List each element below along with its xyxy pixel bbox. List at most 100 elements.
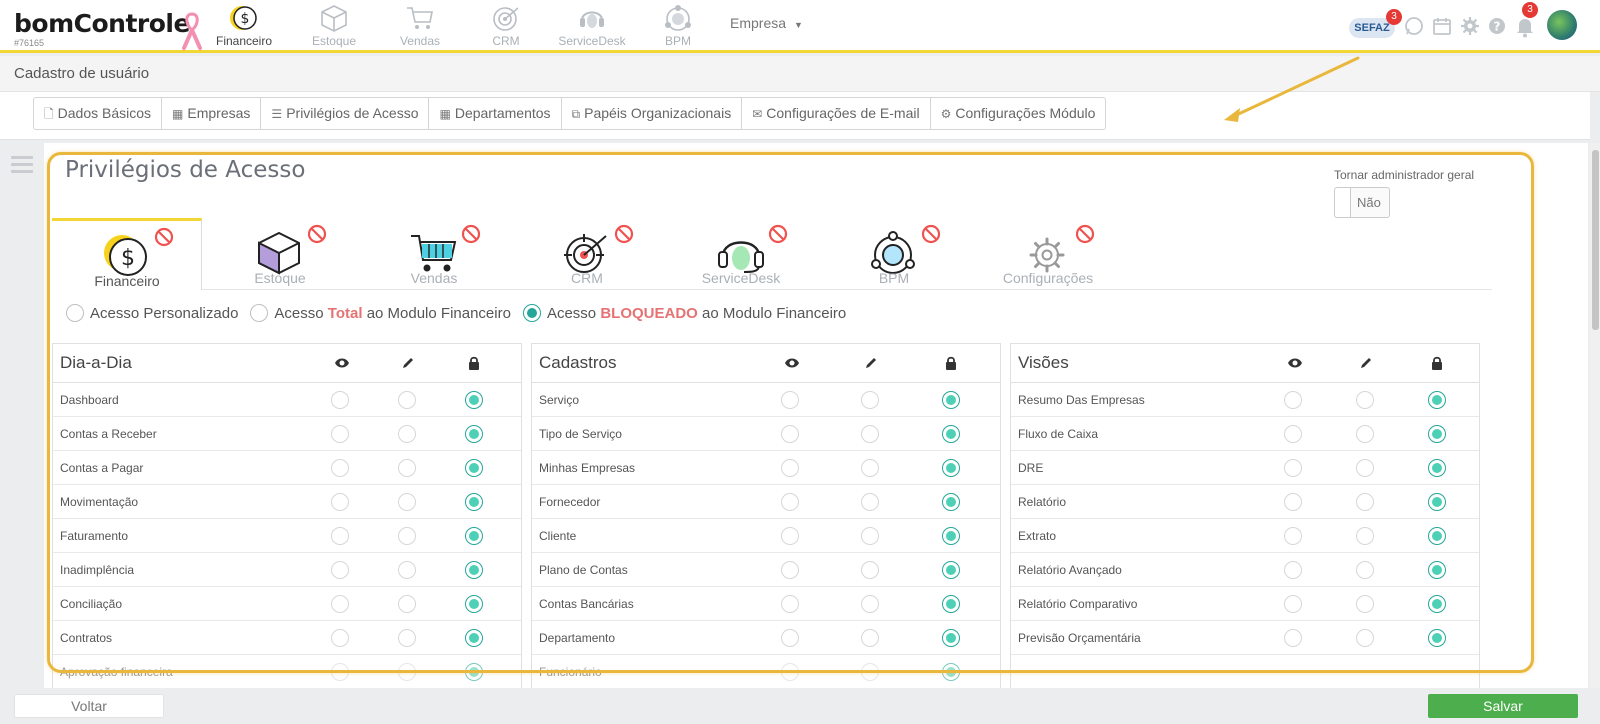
module-tab-estoque[interactable]: Estoque [205, 218, 355, 290]
edit-permission-radio[interactable] [861, 527, 879, 545]
radio-button[interactable] [66, 304, 84, 322]
edit-permission-radio[interactable] [1356, 595, 1374, 613]
edit-permission-radio[interactable] [398, 493, 416, 511]
view-permission-radio[interactable] [331, 459, 349, 477]
edit-permission-radio[interactable] [1356, 561, 1374, 579]
whatsapp-icon[interactable] [1404, 16, 1424, 36]
tab-papeis-organizacionais[interactable]: ⧉ Papéis Organizacionais [562, 98, 743, 129]
block-permission-radio[interactable] [942, 459, 960, 477]
access-total-option[interactable]: Acesso Total ao Modulo Financeiro [250, 304, 511, 322]
edit-permission-radio[interactable] [398, 425, 416, 443]
view-permission-radio[interactable] [331, 663, 349, 681]
view-permission-radio[interactable] [1284, 459, 1302, 477]
module-bpm[interactable]: BPM [636, 4, 720, 48]
edit-permission-radio[interactable] [861, 561, 879, 579]
block-permission-radio[interactable] [1428, 561, 1446, 579]
block-permission-radio[interactable] [942, 663, 960, 681]
view-permission-radio[interactable] [781, 459, 799, 477]
scrollbar-thumb[interactable] [1592, 150, 1599, 330]
module-tab-bpm[interactable]: BPM [819, 218, 969, 290]
block-permission-radio[interactable] [1428, 425, 1446, 443]
view-permission-radio[interactable] [331, 391, 349, 409]
calendar-icon[interactable] [1432, 16, 1452, 36]
block-permission-radio[interactable] [1428, 391, 1446, 409]
module-servicedesk[interactable]: ServiceDesk [550, 4, 634, 48]
help-icon[interactable]: ? [1487, 16, 1507, 36]
block-permission-radio[interactable] [1428, 629, 1446, 647]
block-permission-radio[interactable] [1428, 527, 1446, 545]
block-permission-radio[interactable] [465, 663, 483, 681]
edit-permission-radio[interactable] [398, 663, 416, 681]
tab-configuracoes-email[interactable]: ✉ Configurações de E-mail [742, 98, 931, 129]
view-permission-radio[interactable] [781, 425, 799, 443]
edit-permission-radio[interactable] [1356, 425, 1374, 443]
module-estoque[interactable]: Estoque [292, 4, 376, 48]
edit-permission-radio[interactable] [1356, 459, 1374, 477]
module-financeiro[interactable]: $ Financeiro [202, 4, 286, 48]
user-avatar[interactable] [1547, 10, 1577, 40]
tab-dados-basicos[interactable]: 🗋 Dados Básicos [34, 98, 163, 129]
edit-permission-radio[interactable] [861, 629, 879, 647]
access-personalizado-option[interactable]: Acesso Personalizado [66, 304, 238, 322]
edit-permission-radio[interactable] [1356, 391, 1374, 409]
block-permission-radio[interactable] [465, 527, 483, 545]
block-permission-radio[interactable] [1428, 493, 1446, 511]
block-permission-radio[interactable] [942, 527, 960, 545]
edit-permission-radio[interactable] [861, 391, 879, 409]
module-vendas[interactable]: Vendas [378, 4, 462, 48]
module-tab-financeiro[interactable]: $ Financeiro [52, 218, 202, 290]
view-permission-radio[interactable] [781, 629, 799, 647]
edit-permission-radio[interactable] [861, 595, 879, 613]
block-permission-radio[interactable] [942, 493, 960, 511]
back-button[interactable]: Voltar [14, 694, 164, 718]
block-permission-radio[interactable] [942, 391, 960, 409]
edit-permission-radio[interactable] [861, 425, 879, 443]
view-permission-radio[interactable] [331, 493, 349, 511]
module-tab-vendas[interactable]: Vendas [359, 218, 509, 290]
view-permission-radio[interactable] [1284, 493, 1302, 511]
view-permission-radio[interactable] [1284, 629, 1302, 647]
edit-permission-radio[interactable] [861, 459, 879, 477]
block-permission-radio[interactable] [465, 425, 483, 443]
view-permission-radio[interactable] [781, 493, 799, 511]
view-permission-radio[interactable] [331, 629, 349, 647]
tab-departamentos[interactable]: ▦ Departamentos [429, 98, 562, 129]
view-permission-radio[interactable] [1284, 391, 1302, 409]
module-crm[interactable]: CRM [464, 4, 548, 48]
radio-button[interactable] [250, 304, 269, 322]
block-permission-radio[interactable] [1428, 595, 1446, 613]
admin-toggle[interactable]: Não [1334, 187, 1390, 218]
view-permission-radio[interactable] [1284, 595, 1302, 613]
block-permission-radio[interactable] [465, 493, 483, 511]
view-permission-radio[interactable] [331, 595, 349, 613]
edit-permission-radio[interactable] [398, 629, 416, 647]
view-permission-radio[interactable] [331, 527, 349, 545]
view-permission-radio[interactable] [781, 561, 799, 579]
block-permission-radio[interactable] [465, 629, 483, 647]
block-permission-radio[interactable] [465, 391, 483, 409]
block-permission-radio[interactable] [942, 561, 960, 579]
view-permission-radio[interactable] [781, 663, 799, 681]
tab-empresas[interactable]: ▦ Empresas [162, 98, 262, 129]
save-button[interactable]: Salvar [1428, 694, 1578, 718]
edit-permission-radio[interactable] [1356, 629, 1374, 647]
view-permission-radio[interactable] [781, 527, 799, 545]
edit-permission-radio[interactable] [398, 561, 416, 579]
view-permission-radio[interactable] [781, 595, 799, 613]
block-permission-radio[interactable] [942, 629, 960, 647]
edit-permission-radio[interactable] [1356, 493, 1374, 511]
module-tab-crm[interactable]: CRM [512, 218, 662, 290]
edit-permission-radio[interactable] [1356, 527, 1374, 545]
edit-permission-radio[interactable] [398, 391, 416, 409]
view-permission-radio[interactable] [1284, 561, 1302, 579]
bell-icon[interactable] [1515, 16, 1535, 38]
tab-configuracoes-modulo[interactable]: ⚙ Configurações Módulo [931, 98, 1106, 129]
module-tab-servicedesk[interactable]: ServiceDesk [666, 218, 816, 290]
edit-permission-radio[interactable] [861, 493, 879, 511]
company-select[interactable]: Empresa ▼ [730, 15, 803, 31]
module-tab-configuracoes[interactable]: Configurações [973, 218, 1123, 290]
edit-permission-radio[interactable] [398, 459, 416, 477]
view-permission-radio[interactable] [1284, 527, 1302, 545]
sefaz-button[interactable]: SEFAZ [1349, 18, 1395, 38]
edit-permission-radio[interactable] [861, 663, 879, 681]
